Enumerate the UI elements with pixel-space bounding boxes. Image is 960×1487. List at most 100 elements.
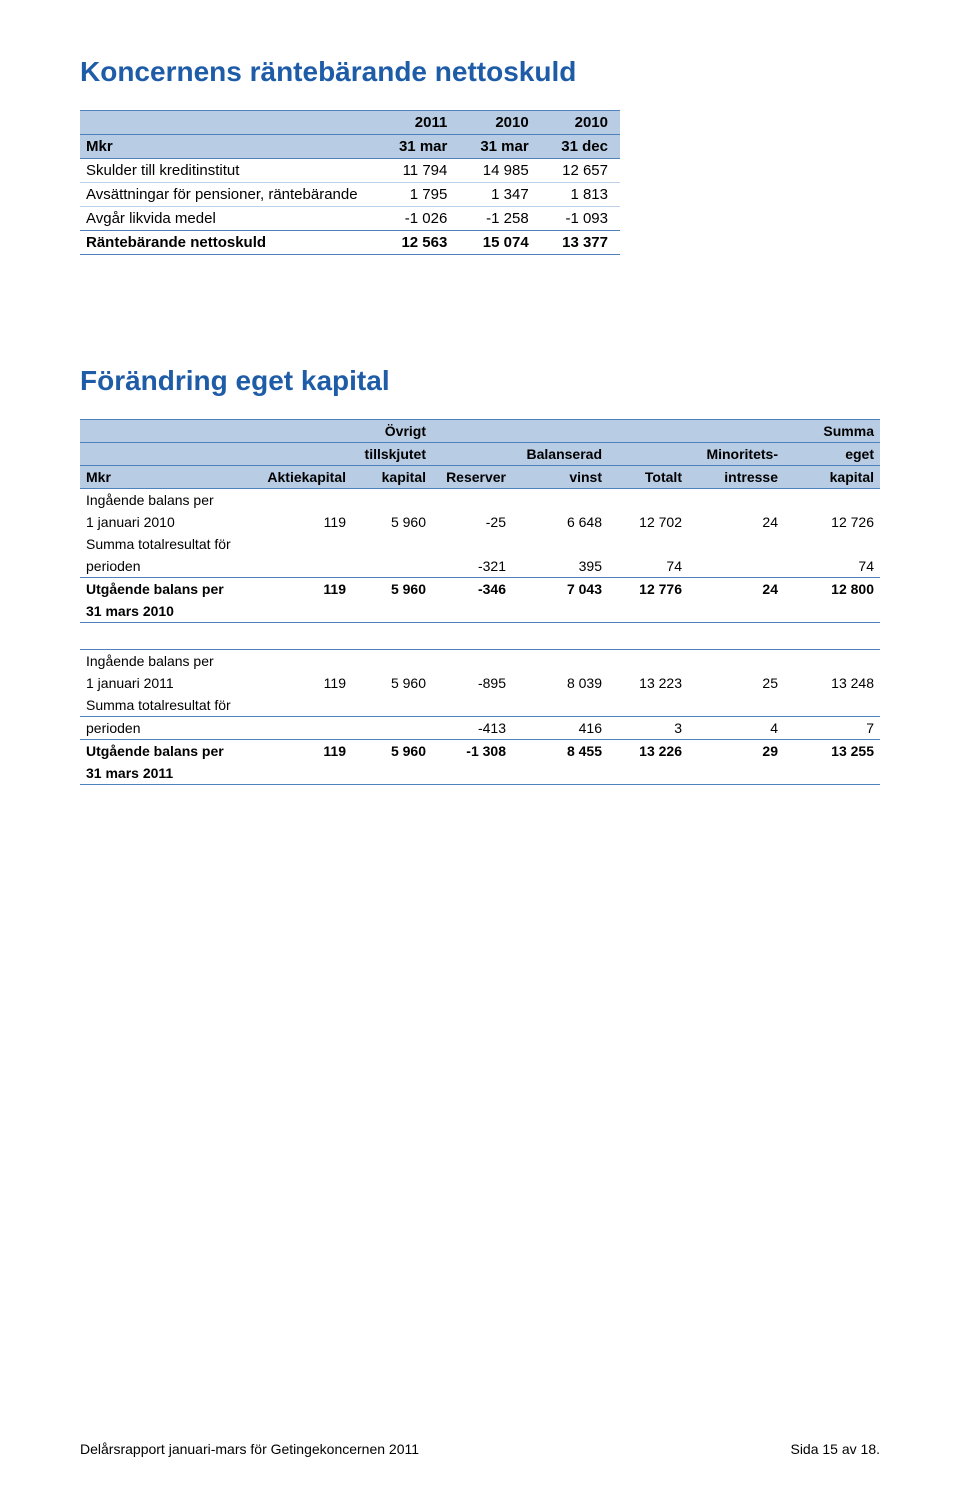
t2-h-r3c4: Reserver — [432, 466, 512, 489]
t1-r2-v1: -1 258 — [459, 207, 540, 231]
t2-b2-close-v6: 13 255 — [784, 740, 880, 763]
t2-b2-close-v1: 5 960 — [352, 740, 432, 763]
t2-h-r3c7: intresse — [688, 466, 784, 489]
t1-r0-label: Skulder till kreditinstitut — [80, 159, 378, 183]
t1-r1-v0: 1 795 — [378, 183, 459, 207]
t2-h-r1c3: Övrigt — [352, 420, 432, 443]
t1-total-v0: 12 563 — [378, 231, 459, 255]
t2-h-r3c1: Mkr — [80, 466, 256, 489]
t2-b2-open-v1: 5 960 — [352, 672, 432, 694]
t2-b1-res-v6: 74 — [784, 555, 880, 578]
t2-b2-res-v1 — [352, 717, 432, 740]
t1-r2-v2: -1 093 — [541, 207, 620, 231]
t2-b2-res-v6: 7 — [784, 717, 880, 740]
t2-b2-opening-label-row: Ingående balans per — [80, 650, 880, 673]
t1-h-r2c4: 31 dec — [541, 135, 620, 159]
t2-b2-close-label: Utgående balans per — [80, 740, 256, 763]
t2-b1-close-v4: 12 776 — [608, 578, 688, 601]
t2-b1-result-label1-row: Summa totalresultat för — [80, 533, 880, 555]
t2-b2-closing-row: Utgående balans per 119 5 960 -1 308 8 4… — [80, 740, 880, 763]
t2-b1-opening-label-row: Ingående balans per — [80, 489, 880, 512]
t2-b1-close-date: 31 mars 2010 — [80, 600, 256, 623]
t2-h-r1c6 — [608, 420, 688, 443]
t2-b2-open-v5: 25 — [688, 672, 784, 694]
t2-b2-open-v0: 119 — [256, 672, 352, 694]
t2-b1-open-label: Ingående balans per — [80, 489, 256, 512]
t2-b2-open-label: Ingående balans per — [80, 650, 256, 673]
t2-b1-open-v1: 5 960 — [352, 511, 432, 533]
t1-h-r1c2: 2011 — [378, 111, 459, 135]
t2-h-r2c5: Balanserad — [512, 443, 608, 466]
t1-row-1: Avsättningar för pensioner, räntebärande… — [80, 183, 620, 207]
t2-b1-res-label2: perioden — [80, 555, 256, 578]
t2-b1-close-label: Utgående balans per — [80, 578, 256, 601]
t1-h-r1c4: 2010 — [541, 111, 620, 135]
t2-b1-res-label1: Summa totalresultat för — [80, 533, 256, 555]
t2-h-r2c3: tillskjutet — [352, 443, 432, 466]
t1-h-r2c3: 31 mar — [459, 135, 540, 159]
t2-b2-close-v4: 13 226 — [608, 740, 688, 763]
t2-b1-res-v1 — [352, 555, 432, 578]
t2-b1-res-v2: -321 — [432, 555, 512, 578]
t2-b2-close-v3: 8 455 — [512, 740, 608, 763]
t2-h-r3c2: Aktiekapital — [256, 466, 352, 489]
t2-h-r1c5 — [512, 420, 608, 443]
t2-b1-closing-row: Utgående balans per 119 5 960 -346 7 043… — [80, 578, 880, 601]
t2-b1-closing-date-row: 31 mars 2010 — [80, 600, 880, 623]
t2-h-r2c6 — [608, 443, 688, 466]
t2-b1-result-row: perioden -321 395 74 74 — [80, 555, 880, 578]
t2-h-r2c4 — [432, 443, 512, 466]
t2-b2-result-label1-row: Summa totalresultat för — [80, 694, 880, 717]
page-footer: Delårsrapport januari-mars för Getingeko… — [80, 1441, 880, 1457]
t2-b1-close-v2: -346 — [432, 578, 512, 601]
t1-total-v1: 15 074 — [459, 231, 540, 255]
t2-b2-close-date: 31 mars 2011 — [80, 762, 256, 785]
t2-b1-open-v2: -25 — [432, 511, 512, 533]
t2-h-r2c2 — [256, 443, 352, 466]
t2-h-r3c6: Totalt — [608, 466, 688, 489]
t2-h-r1c4 — [432, 420, 512, 443]
t1-r0-v0: 11 794 — [378, 159, 459, 183]
t2-b2-res-v2: -413 — [432, 717, 512, 740]
t2-b2-res-v0 — [256, 717, 352, 740]
t1-total-label: Räntebärande nettoskuld — [80, 231, 378, 255]
t2-b1-close-v5: 24 — [688, 578, 784, 601]
t2-h-r2c7: Minoritets- — [688, 443, 784, 466]
t2-h-r1c7 — [688, 420, 784, 443]
nettoskuld-table: 2011 2010 2010 Mkr 31 mar 31 mar 31 dec … — [80, 110, 620, 255]
t2-b2-open-v2: -895 — [432, 672, 512, 694]
t2-b2-closing-date-row: 31 mars 2011 — [80, 762, 880, 785]
section2-title: Förändring eget kapital — [80, 365, 880, 397]
t1-r0-v2: 12 657 — [541, 159, 620, 183]
t2-b2-open-v6: 13 248 — [784, 672, 880, 694]
t2-h-r1c2 — [256, 420, 352, 443]
t2-b1-res-v5 — [688, 555, 784, 578]
t1-r1-v2: 1 813 — [541, 183, 620, 207]
t2-b1-open-v6: 12 726 — [784, 511, 880, 533]
t1-total-v2: 13 377 — [541, 231, 620, 255]
t2-b1-open-v5: 24 — [688, 511, 784, 533]
t2-b1-close-v6: 12 800 — [784, 578, 880, 601]
t2-b2-open-v4: 13 223 — [608, 672, 688, 694]
t2-b1-close-v0: 119 — [256, 578, 352, 601]
t2-b2-close-v5: 29 — [688, 740, 784, 763]
t2-b1-open-v4: 12 702 — [608, 511, 688, 533]
t1-r2-label: Avgår likvida medel — [80, 207, 378, 231]
t1-total-row: Räntebärande nettoskuld 12 563 15 074 13… — [80, 231, 620, 255]
t2-b1-open-date: 1 januari 2010 — [80, 511, 256, 533]
t1-row-0: Skulder till kreditinstitut 11 794 14 98… — [80, 159, 620, 183]
t2-b1-res-v0 — [256, 555, 352, 578]
t1-h-r2c2: 31 mar — [378, 135, 459, 159]
t2-b1-res-v4: 74 — [608, 555, 688, 578]
t2-b1-opening-row: 1 januari 2010 119 5 960 -25 6 648 12 70… — [80, 511, 880, 533]
t2-b2-res-label1: Summa totalresultat för — [80, 694, 256, 717]
t2-h-r3c5: vinst — [512, 466, 608, 489]
t2-h-r2c8: eget — [784, 443, 880, 466]
t2-h-r1c1 — [80, 420, 256, 443]
t2-gap-row — [80, 623, 880, 650]
section1-title: Koncernens räntebärande nettoskuld — [80, 56, 880, 88]
t2-b1-close-v3: 7 043 — [512, 578, 608, 601]
t2-h-r3c8: kapital — [784, 466, 880, 489]
t2-b1-res-v3: 395 — [512, 555, 608, 578]
t2-b1-open-v3: 6 648 — [512, 511, 608, 533]
